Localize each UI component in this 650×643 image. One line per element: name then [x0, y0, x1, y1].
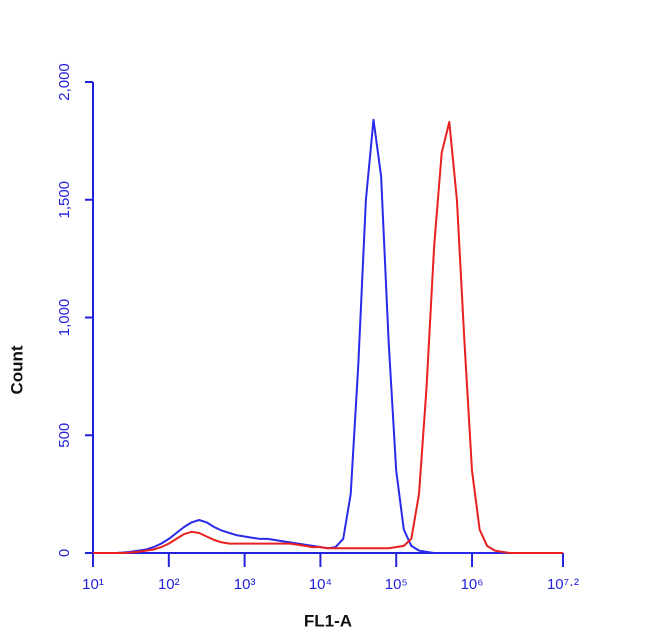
x-tick-label: 10⁶: [461, 576, 484, 593]
y-tick-label: 0: [56, 549, 73, 557]
y-tick-label: 500: [56, 423, 73, 448]
x-tick-label: 10⁴: [309, 576, 332, 593]
x-tick-label: 10¹: [82, 576, 104, 593]
y-axis-title: Count: [7, 345, 26, 394]
y-tick-label: 2,000: [56, 63, 73, 101]
x-tick-label: 10⁵: [385, 576, 408, 593]
x-axis-title: FL1-A: [304, 611, 352, 630]
y-tick-label: 1,500: [56, 181, 73, 219]
x-tick-label: 10²: [158, 576, 180, 593]
series-line: [93, 118, 563, 554]
y-tick-label: 1,000: [56, 299, 73, 337]
x-tick-label: 10⁷·²: [547, 576, 579, 593]
series-line: [93, 121, 563, 554]
x-tick-label: 10³: [234, 576, 256, 593]
